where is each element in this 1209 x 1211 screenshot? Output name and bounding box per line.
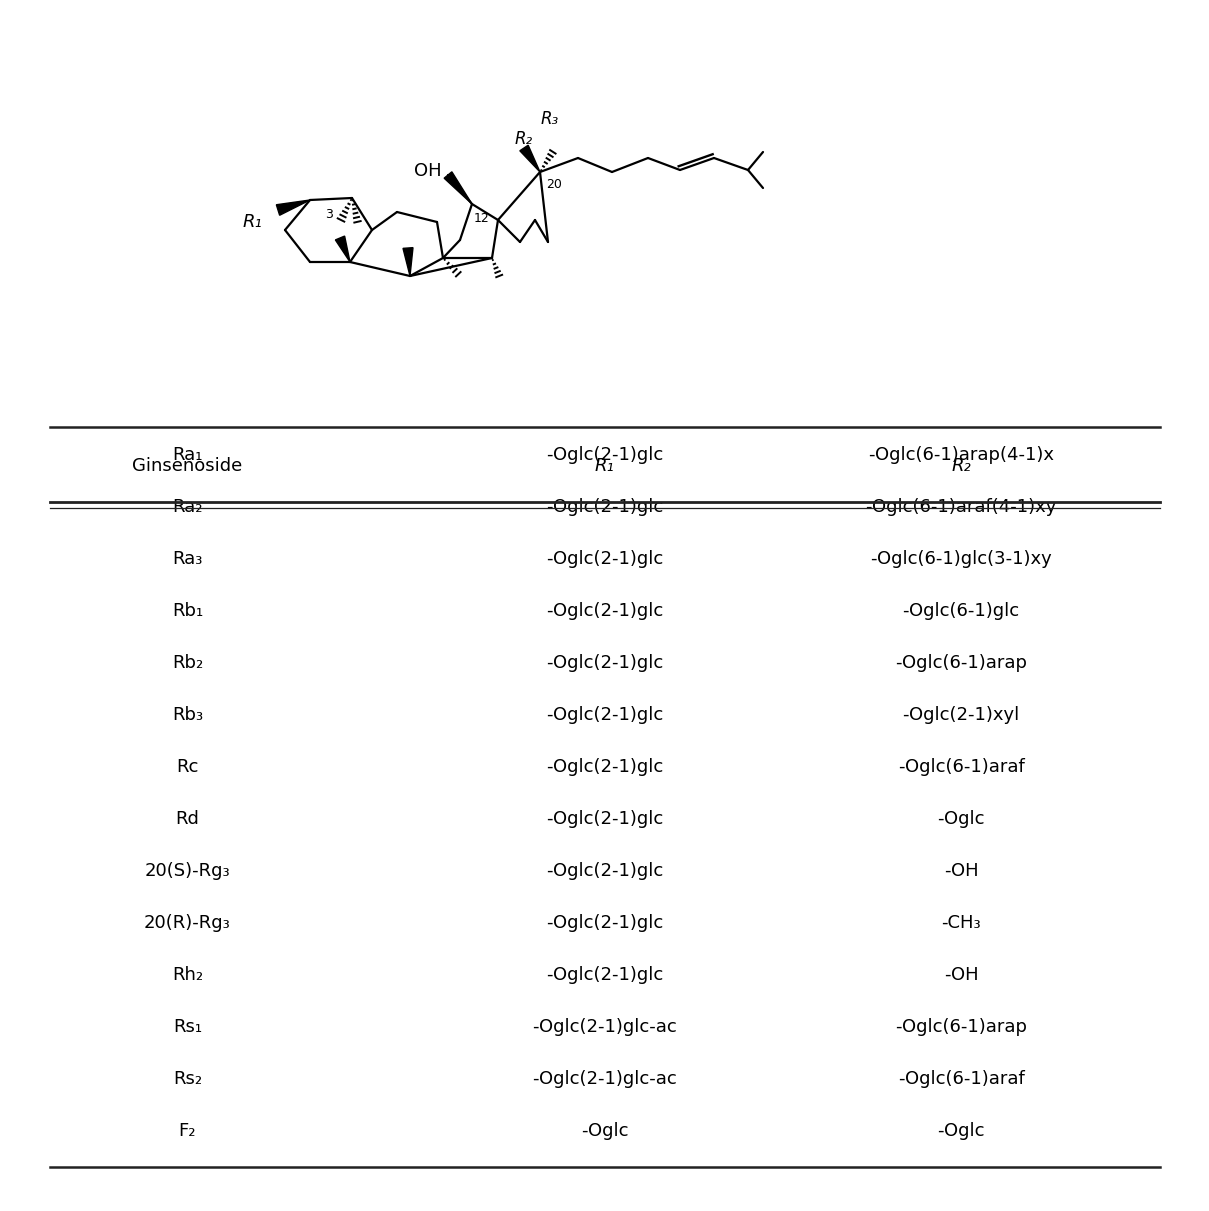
Polygon shape (403, 247, 413, 276)
Polygon shape (444, 172, 472, 203)
Text: Ra₂: Ra₂ (172, 498, 203, 516)
Text: -Oglc: -Oglc (937, 810, 985, 828)
Text: -Oglc(2-1)glc-ac: -Oglc(2-1)glc-ac (532, 1071, 677, 1087)
Text: -Oglc(2-1)glc: -Oglc(2-1)glc (546, 862, 663, 880)
Text: R₂: R₂ (515, 130, 533, 148)
Text: -Oglc(2-1)glc: -Oglc(2-1)glc (546, 758, 663, 776)
Text: -Oglc(6-1)arap: -Oglc(6-1)arap (895, 1018, 1028, 1035)
Text: Rs₁: Rs₁ (173, 1018, 202, 1035)
Text: Ginsenoside: Ginsenoside (132, 457, 243, 475)
Text: OH: OH (415, 162, 442, 180)
Text: -Oglc(2-1)glc: -Oglc(2-1)glc (546, 498, 663, 516)
Text: Rb₂: Rb₂ (172, 654, 203, 672)
Polygon shape (335, 236, 349, 262)
Polygon shape (277, 200, 310, 216)
Text: -Oglc(6-1)araf: -Oglc(6-1)araf (898, 1071, 1024, 1087)
Text: Rb₁: Rb₁ (172, 602, 203, 620)
Text: -Oglc(6-1)arap: -Oglc(6-1)arap (895, 654, 1028, 672)
Text: -Oglc(6-1)glc: -Oglc(6-1)glc (903, 602, 1019, 620)
Text: R₁: R₁ (595, 457, 614, 475)
Text: Rs₂: Rs₂ (173, 1071, 202, 1087)
Text: R₂: R₂ (951, 457, 971, 475)
Text: -Oglc(6-1)araf: -Oglc(6-1)araf (898, 758, 1024, 776)
Text: -Oglc(2-1)glc: -Oglc(2-1)glc (546, 654, 663, 672)
Text: -Oglc(6-1)araf(4-1)xy: -Oglc(6-1)araf(4-1)xy (866, 498, 1057, 516)
Text: F₂: F₂ (179, 1123, 196, 1140)
Text: -Oglc(2-1)glc: -Oglc(2-1)glc (546, 602, 663, 620)
Text: 20(R)-Rg₃: 20(R)-Rg₃ (144, 914, 231, 932)
Text: -Oglc(2-1)glc: -Oglc(2-1)glc (546, 966, 663, 985)
Text: -Oglc(2-1)glc: -Oglc(2-1)glc (546, 706, 663, 724)
Text: -Oglc(2-1)glc: -Oglc(2-1)glc (546, 550, 663, 568)
Text: Rb₃: Rb₃ (172, 706, 203, 724)
Text: -CH₃: -CH₃ (942, 914, 980, 932)
Text: Rd: Rd (175, 810, 199, 828)
Text: 12: 12 (474, 212, 490, 225)
Text: -Oglc(6-1)glc(3-1)xy: -Oglc(6-1)glc(3-1)xy (870, 550, 1052, 568)
Text: -Oglc(2-1)xyl: -Oglc(2-1)xyl (903, 706, 1019, 724)
Text: -Oglc: -Oglc (580, 1123, 629, 1140)
Text: -Oglc(2-1)glc-ac: -Oglc(2-1)glc-ac (532, 1018, 677, 1035)
Text: Ra₁: Ra₁ (172, 446, 203, 464)
Text: -OH: -OH (944, 862, 978, 880)
Text: -Oglc(6-1)arap(4-1)x: -Oglc(6-1)arap(4-1)x (868, 446, 1054, 464)
Text: Ra₃: Ra₃ (172, 550, 203, 568)
Text: -OH: -OH (944, 966, 978, 985)
Text: -Oglc(2-1)glc: -Oglc(2-1)glc (546, 446, 663, 464)
Text: -Oglc(2-1)glc: -Oglc(2-1)glc (546, 810, 663, 828)
Text: 20: 20 (546, 178, 562, 191)
Text: R₃: R₃ (540, 110, 559, 128)
Text: 3: 3 (325, 208, 332, 220)
Text: Rc: Rc (177, 758, 198, 776)
Text: 20(S)-Rg₃: 20(S)-Rg₃ (145, 862, 230, 880)
Polygon shape (520, 145, 540, 172)
Text: -Oglc(2-1)glc: -Oglc(2-1)glc (546, 914, 663, 932)
Text: -Oglc: -Oglc (937, 1123, 985, 1140)
Text: R₁: R₁ (242, 213, 262, 231)
Text: Rh₂: Rh₂ (172, 966, 203, 985)
